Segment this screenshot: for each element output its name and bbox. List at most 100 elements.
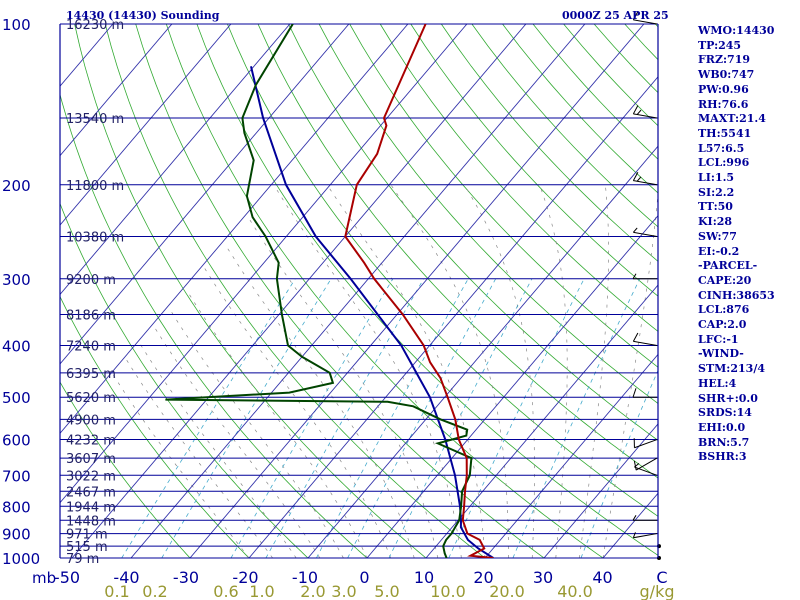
dewpoint-line: [165, 24, 473, 558]
height-label: 1448 m: [66, 514, 116, 529]
height-label: 6395 m: [66, 367, 116, 382]
isotherm: [484, 353, 658, 558]
height-label: 2467 m: [66, 485, 116, 500]
barb-flag: [632, 273, 637, 280]
wind-barb: [632, 105, 658, 119]
barb-flag: [632, 515, 637, 521]
mixing-ratio-tick-label: 1.0: [249, 582, 274, 600]
isotherm: [543, 423, 658, 558]
temperature-tick-label: -50: [54, 568, 80, 587]
pressure-tick-label: 800: [2, 498, 31, 516]
barb-shaft: [633, 231, 658, 237]
index-item: PW:0.96: [698, 82, 749, 96]
moist-adiabat: [186, 289, 368, 558]
barb-flag: [636, 176, 642, 182]
barb-shaft: [634, 466, 658, 476]
isotherm: [60, 24, 350, 365]
barb-shaft: [635, 457, 658, 471]
wind-barb: [632, 172, 658, 186]
pressure-tick-label: 200: [2, 177, 31, 195]
index-item: SHR+:0.0: [698, 391, 758, 405]
height-label: 1944 m: [66, 500, 116, 515]
mixing-ratio-line: [512, 278, 641, 558]
isotherm: [60, 24, 291, 296]
mixing-ratio-tick-label: 3.0: [331, 582, 356, 600]
index-item: LCL:876: [698, 303, 750, 317]
mixing-ratio-line: [388, 278, 533, 558]
dry-adiabat: [379, 24, 658, 332]
mixing-ratio-line: [347, 278, 497, 558]
isotherm: [307, 145, 658, 558]
height-label: 9200 m: [66, 273, 116, 288]
stability-indices-panel: WMO:14430 TP:245 FRZ:719 WB0:747 PW:0.96 RH:7…: [698, 24, 775, 465]
temperature-tick-label: -30: [173, 568, 199, 587]
barb-flag: [632, 11, 639, 21]
mixing-ratio-tick-label: 5.0: [374, 582, 399, 600]
dry-adiabat: [60, 202, 309, 558]
isotherm: [189, 24, 645, 558]
dry-adiabat: [410, 24, 658, 297]
index-item: RH:76.6: [698, 97, 749, 111]
moist-adiabat: [247, 217, 439, 558]
isotherm: [366, 214, 658, 558]
barb-shaft: [633, 340, 658, 346]
height-label: 11800 m: [66, 179, 124, 194]
isotherm: [60, 24, 173, 157]
pressure-tick-label: 900: [2, 526, 31, 544]
mixing-ratio-line: [580, 369, 658, 558]
barb-flag: [632, 227, 638, 233]
mixing-ratio-line: [448, 278, 585, 558]
wind-barb: [632, 11, 658, 25]
mixing-ratio-line: [230, 278, 394, 558]
index-item: SW:77: [698, 229, 737, 243]
moist-adiabat: [539, 184, 568, 558]
temperature-tick-label: C: [656, 568, 667, 587]
wind-barb: [633, 438, 658, 449]
height-label: 10380 m: [66, 230, 124, 245]
sounding-title: 14430 (14430) Sounding: [66, 9, 220, 22]
isotherm: [60, 24, 468, 504]
temperature-tick-label: -20: [232, 568, 258, 587]
mixing-ratio-line: [161, 278, 332, 558]
barb-flag: [632, 532, 636, 538]
index-item: LI:1.5: [698, 171, 735, 185]
pressure-tick-label: 300: [2, 271, 31, 289]
index-item: HEL:4: [698, 376, 737, 390]
barb-flag: [632, 172, 639, 181]
mixing-ratio-tick-label: 0.1: [104, 582, 129, 600]
index-item: SI:2.2: [698, 185, 735, 199]
moist-adiabat: [273, 184, 462, 558]
index-item: SRDS:14: [698, 406, 752, 420]
moist-adiabat: [390, 184, 509, 558]
height-label: 971 m: [66, 528, 108, 543]
height-label: 515 m: [66, 540, 108, 555]
temperature-tick-label: 0: [359, 568, 369, 587]
index-item: STM:213/4: [698, 362, 765, 376]
height-label: 3022 m: [66, 469, 116, 484]
barb-flag: [632, 105, 639, 115]
moist-adiabat: [126, 359, 273, 558]
wind-barb: [632, 273, 657, 280]
barb-flag: [632, 388, 637, 398]
mixing-ratio-tick-label: 0.2: [142, 582, 167, 600]
index-item: EHI:0.0: [698, 420, 746, 434]
wind-barb: [632, 388, 657, 398]
mixing-ratio-tick-label: 40.0: [557, 582, 593, 600]
height-label: 79 m: [66, 552, 99, 567]
pressure-tick-label: 600: [2, 432, 31, 450]
index-item: WMO:14430: [698, 24, 775, 37]
dry-adiabat: [74, 24, 427, 558]
height-label: 4232 m: [66, 434, 116, 449]
height-label: 7240 m: [66, 340, 116, 355]
temperature-tick-label: 10: [414, 568, 434, 587]
dry-adiabat: [60, 295, 250, 558]
dry-adiabat: [227, 24, 658, 517]
index-item: MAXT:21.4: [698, 112, 766, 126]
pressure-tick-label: 500: [2, 389, 31, 407]
temperature-line: [344, 24, 494, 558]
pressure-tick-label: 1000: [2, 550, 40, 568]
height-label: 5620 m: [66, 391, 116, 406]
wind-barb: [632, 515, 657, 521]
index-item: TT:50: [698, 200, 733, 214]
index-item: KI:28: [698, 215, 733, 229]
